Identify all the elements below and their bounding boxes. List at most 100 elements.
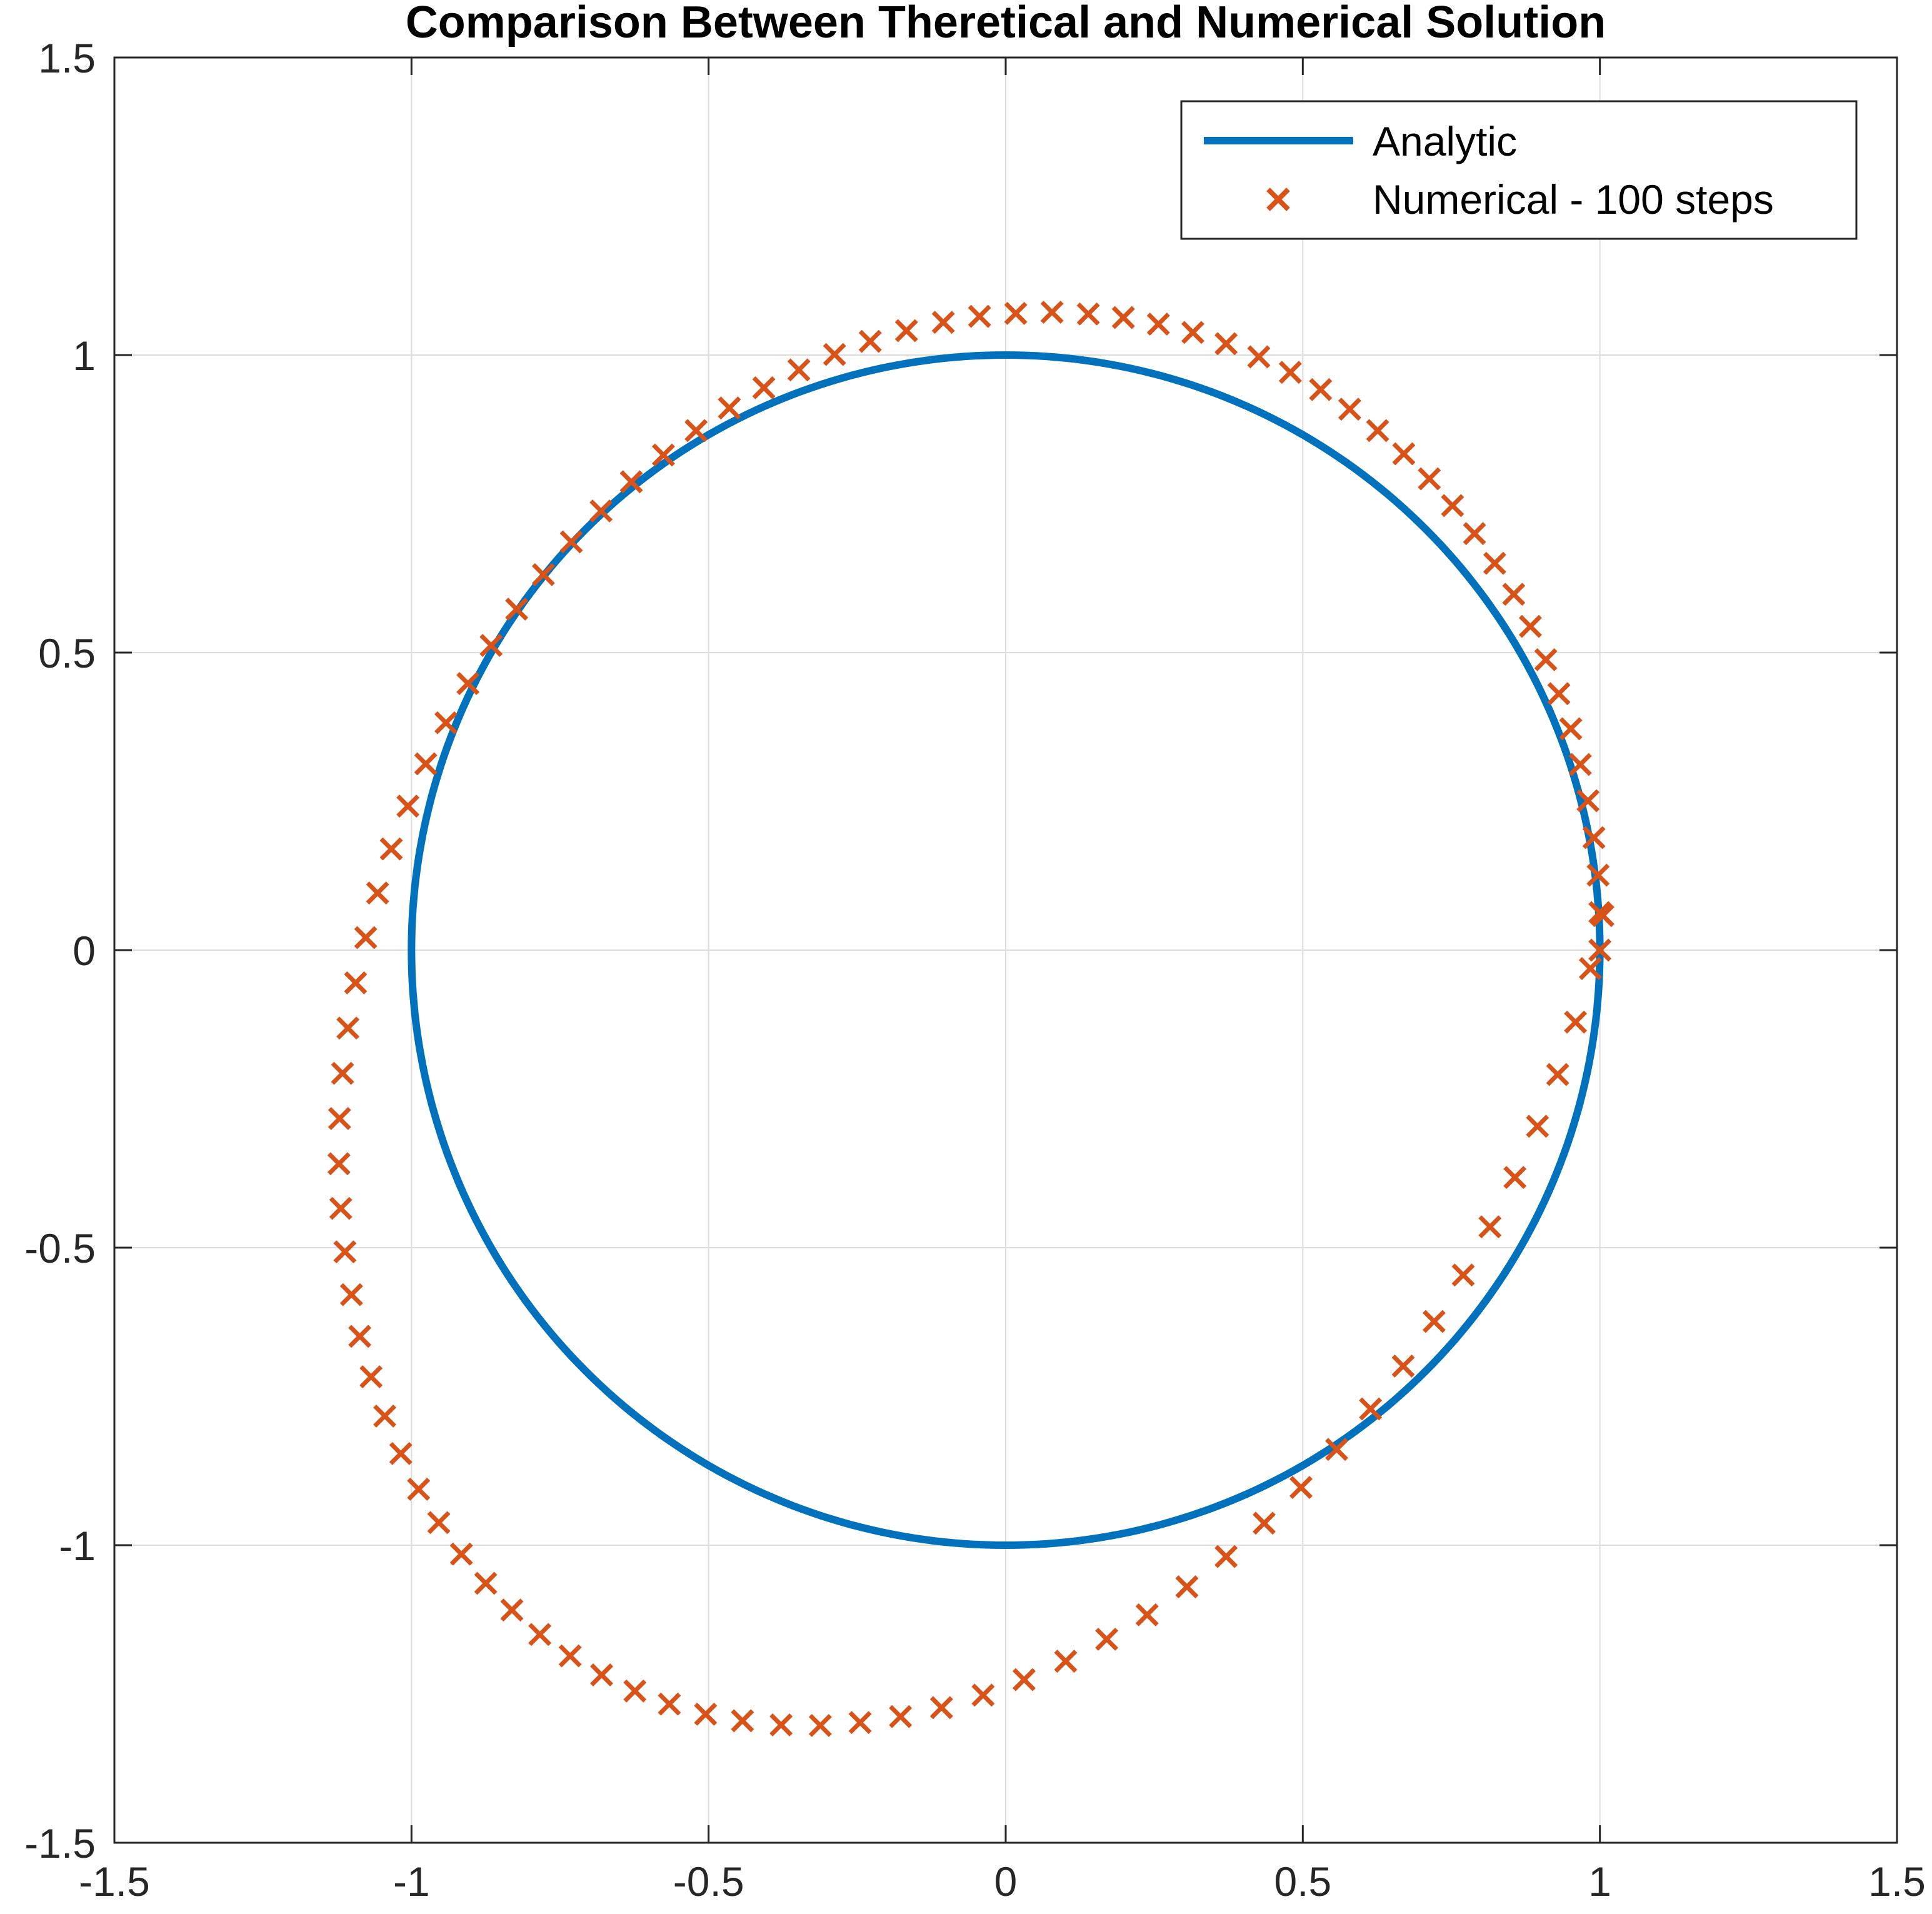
numerical-x-marker: [1451, 1263, 1475, 1287]
numerical-x-marker: [1526, 1115, 1549, 1138]
numerical-x-marker: [359, 1365, 383, 1389]
analytic-line: [408, 351, 1604, 1550]
numerical-x-marker: [752, 376, 776, 399]
numerical-x-marker: [590, 1663, 614, 1687]
numerical-x-marker: [1518, 614, 1542, 638]
numerical-x-marker: [1534, 648, 1558, 671]
numerical-x-marker: [327, 1152, 351, 1176]
numerical-x-marker: [366, 881, 389, 905]
numerical-x-marker: [619, 470, 643, 494]
numerical-x-marker: [344, 971, 368, 995]
numerical-x-marker: [1564, 1010, 1588, 1034]
numerical-x-marker: [1214, 332, 1238, 356]
numerical-x-marker: [731, 1709, 754, 1733]
numerical-x-marker: [718, 396, 741, 420]
numerical-x-marker: [1418, 467, 1441, 491]
numerical-x-marker: [558, 1644, 582, 1668]
numerical-x-marker: [1040, 300, 1064, 324]
numerical-x-marker: [1175, 1575, 1199, 1599]
numerical-x-marker: [858, 329, 882, 353]
legend-analytic-label: Analytic: [1373, 118, 1517, 164]
numerical-x-marker: [889, 1705, 913, 1728]
numerical-x-marker: [1054, 1650, 1078, 1673]
numerical-x-marker: [894, 319, 918, 343]
numerical-x-marker: [1181, 321, 1204, 344]
legend-numerical-label: Numerical - 100 steps: [1373, 176, 1774, 223]
numerical-x-marker: [500, 1598, 524, 1622]
numerical-x-marker: [1578, 957, 1602, 980]
numerical-x-marker: [658, 1692, 681, 1716]
numerical-x-marker: [1503, 1166, 1527, 1190]
numerical-x-marker: [336, 1016, 360, 1040]
numerical-x-marker: [354, 926, 378, 949]
numerical-x-marker: [427, 1511, 451, 1535]
numerical-x-marker: [929, 1696, 953, 1720]
axis-ticks: -1.5 -1 -0.5 0 0.5 1 1.5 1.5 1 0.5 0 -0.5 -1 -1.5: [24, 35, 1926, 1905]
numerical-x-marker: [1253, 1511, 1276, 1535]
y-tick-label: 0.5: [38, 630, 96, 676]
numerical-x-marker: [1588, 938, 1612, 962]
y-tick-label: -1: [59, 1523, 96, 1569]
numerical-x-marker: [1111, 306, 1135, 329]
numerical-x-marker: [931, 311, 955, 334]
numerical-x-marker: [414, 752, 438, 776]
x-tick-label: 0.5: [1274, 1858, 1331, 1905]
numerical-x-marker: [1214, 1545, 1238, 1568]
y-tick-label: -0.5: [24, 1225, 96, 1271]
numerical-x-marker: [1325, 1438, 1348, 1461]
numerical-x-marker: [1338, 398, 1361, 421]
numerical-x-marker: [1441, 494, 1464, 518]
numerical-x-marker: [333, 1240, 357, 1264]
y-tick-label: 0: [73, 928, 96, 974]
numerical-x-marker: [328, 1106, 351, 1130]
numerical-x-marker: [434, 711, 458, 734]
numerical-x-marker: [1559, 717, 1583, 741]
numerical-x-marker: [1547, 682, 1571, 706]
numerical-x-marker: [1576, 789, 1600, 813]
numerical-x-marker: [449, 1542, 473, 1566]
numerical-x-marker: [1095, 1627, 1119, 1651]
numerical-x-marker: [331, 1061, 354, 1085]
numerical-x-marker: [1391, 1354, 1415, 1378]
numerical-x-marker: [1289, 1476, 1313, 1500]
numerical-x-marker: [1135, 1603, 1159, 1626]
numerical-x-marker: [479, 634, 503, 658]
x-tick-label: -1: [393, 1858, 430, 1905]
chart-title: Comparison Between Theretical and Numeri…: [406, 0, 1606, 48]
numerical-x-marker: [1586, 863, 1610, 887]
numerical-x-marker: [379, 837, 403, 861]
x-tick-label: 0: [994, 1858, 1018, 1905]
numerical-x-marker: [1463, 522, 1486, 546]
numerical-x-marker: [474, 1571, 498, 1595]
legend-numerical-x-marker-icon: [1266, 188, 1290, 211]
x-tick-label: -1.5: [79, 1858, 150, 1905]
y-tick-label: 1: [73, 333, 96, 379]
numerical-x-marker: [407, 1478, 431, 1501]
numerical-x-marker: [1004, 301, 1028, 325]
numerical-x-marker: [1012, 1668, 1036, 1691]
y-tick-label: 1.5: [38, 35, 96, 81]
numerical-x-marker: [968, 304, 991, 328]
numerical-x-marker: [1546, 1063, 1569, 1086]
legend: Analytic Numerical - 100 steps: [1180, 100, 1858, 240]
numerical-x-marker: [823, 343, 846, 366]
numerical-x-marker: [694, 1702, 718, 1726]
numerical-x-marker: [1309, 378, 1333, 401]
numerical-x-marker: [787, 358, 811, 382]
numerical-x-marker: [1591, 904, 1614, 928]
y-tick-label: -1.5: [24, 1820, 96, 1866]
numerical-x-marker: [528, 1623, 552, 1646]
numerical-x-marker: [1278, 361, 1302, 384]
numerical-x-marker: [1359, 1397, 1383, 1421]
numerical-x-marker: [456, 672, 480, 695]
numerical-x-marker: [373, 1404, 397, 1428]
numerical-x-marker: [329, 1196, 353, 1220]
numerical-x-marker: [396, 794, 420, 818]
numerical-x-marker: [1582, 826, 1606, 849]
numerical-series: [327, 300, 1614, 1737]
numerical-x-marker: [848, 1711, 872, 1735]
numerical-x-marker: [623, 1679, 647, 1703]
numerical-x-marker: [808, 1713, 832, 1737]
numerical-x-marker: [1502, 583, 1526, 606]
numerical-x-marker: [1366, 419, 1389, 443]
